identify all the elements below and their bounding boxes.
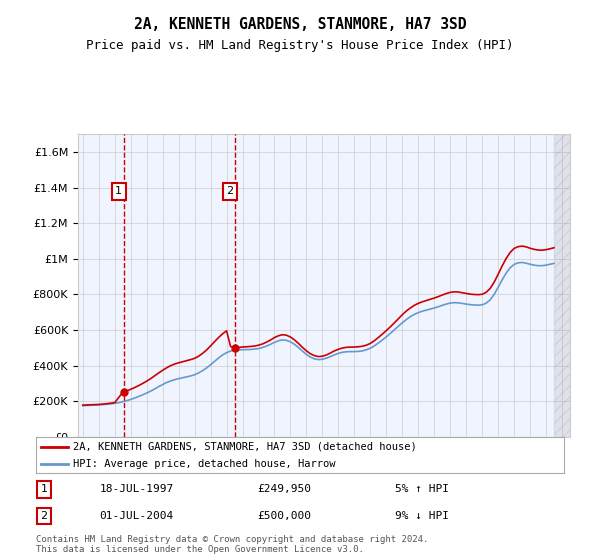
Text: £500,000: £500,000 <box>258 511 312 521</box>
Text: 2: 2 <box>226 186 233 197</box>
Text: 2: 2 <box>40 511 47 521</box>
Text: 2A, KENNETH GARDENS, STANMORE, HA7 3SD (detached house): 2A, KENNETH GARDENS, STANMORE, HA7 3SD (… <box>73 442 417 452</box>
Text: Price paid vs. HM Land Registry's House Price Index (HPI): Price paid vs. HM Land Registry's House … <box>86 39 514 52</box>
Bar <box>554 134 570 437</box>
Text: 1: 1 <box>115 186 122 197</box>
Text: 9% ↓ HPI: 9% ↓ HPI <box>395 511 449 521</box>
Text: 18-JUL-1997: 18-JUL-1997 <box>100 484 173 494</box>
Text: HPI: Average price, detached house, Harrow: HPI: Average price, detached house, Harr… <box>73 459 335 469</box>
Text: 5% ↑ HPI: 5% ↑ HPI <box>395 484 449 494</box>
Text: £249,950: £249,950 <box>258 484 312 494</box>
Text: 01-JUL-2004: 01-JUL-2004 <box>100 511 173 521</box>
Text: Contains HM Land Registry data © Crown copyright and database right 2024.
This d: Contains HM Land Registry data © Crown c… <box>36 535 428 554</box>
Text: 2A, KENNETH GARDENS, STANMORE, HA7 3SD: 2A, KENNETH GARDENS, STANMORE, HA7 3SD <box>134 17 466 32</box>
Text: 1: 1 <box>40 484 47 494</box>
